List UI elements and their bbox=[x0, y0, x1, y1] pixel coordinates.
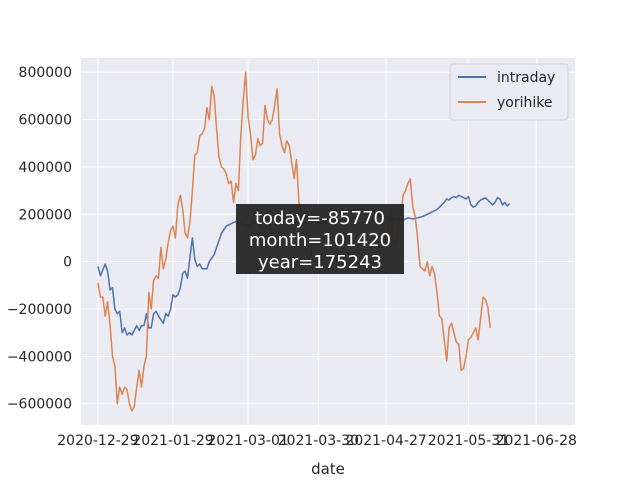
y-tick-label: 200000 bbox=[19, 207, 72, 223]
y-tick-label: 0 bbox=[63, 255, 72, 271]
y-axis-ticks: −600000 −400000 −200000 0 200000 400000 600000… bbox=[7, 65, 72, 412]
x-tick-label: 2021-05-31 bbox=[428, 433, 509, 449]
annotation-box: today=-85770 month=101420 year=175243 bbox=[236, 204, 404, 274]
y-tick-label: 400000 bbox=[19, 160, 72, 176]
y-tick-label: 600000 bbox=[19, 113, 72, 129]
annotation-year: year=175243 bbox=[258, 252, 382, 273]
legend-label-yorihike: yorihike bbox=[497, 95, 552, 111]
x-tick-label: 2021-03-30 bbox=[278, 433, 359, 449]
x-axis-ticks: 2020-12-292021-01-292021-03-012021-03-30… bbox=[57, 433, 577, 449]
annotation-today: today=-85770 bbox=[255, 208, 385, 229]
x-tick-label: 2021-03-01 bbox=[207, 433, 288, 449]
x-tick-label: 2020-12-29 bbox=[57, 433, 138, 449]
y-tick-label: 800000 bbox=[19, 65, 72, 81]
x-axis-title: date bbox=[311, 460, 345, 478]
x-tick-label: 2021-06-28 bbox=[496, 433, 577, 449]
y-tick-label: −400000 bbox=[7, 349, 72, 365]
x-tick-label: 2021-04-27 bbox=[345, 433, 426, 449]
y-tick-label: −600000 bbox=[7, 397, 72, 413]
series-line-yorihike bbox=[97, 71, 491, 412]
annotation-background bbox=[236, 204, 404, 274]
y-tick-label: −200000 bbox=[7, 302, 72, 318]
legend: intraday yorihike bbox=[449, 63, 569, 121]
x-tick-label: 2021-01-29 bbox=[132, 433, 213, 449]
annotation-month: month=101420 bbox=[249, 230, 391, 251]
legend-label-intraday: intraday bbox=[497, 70, 555, 86]
